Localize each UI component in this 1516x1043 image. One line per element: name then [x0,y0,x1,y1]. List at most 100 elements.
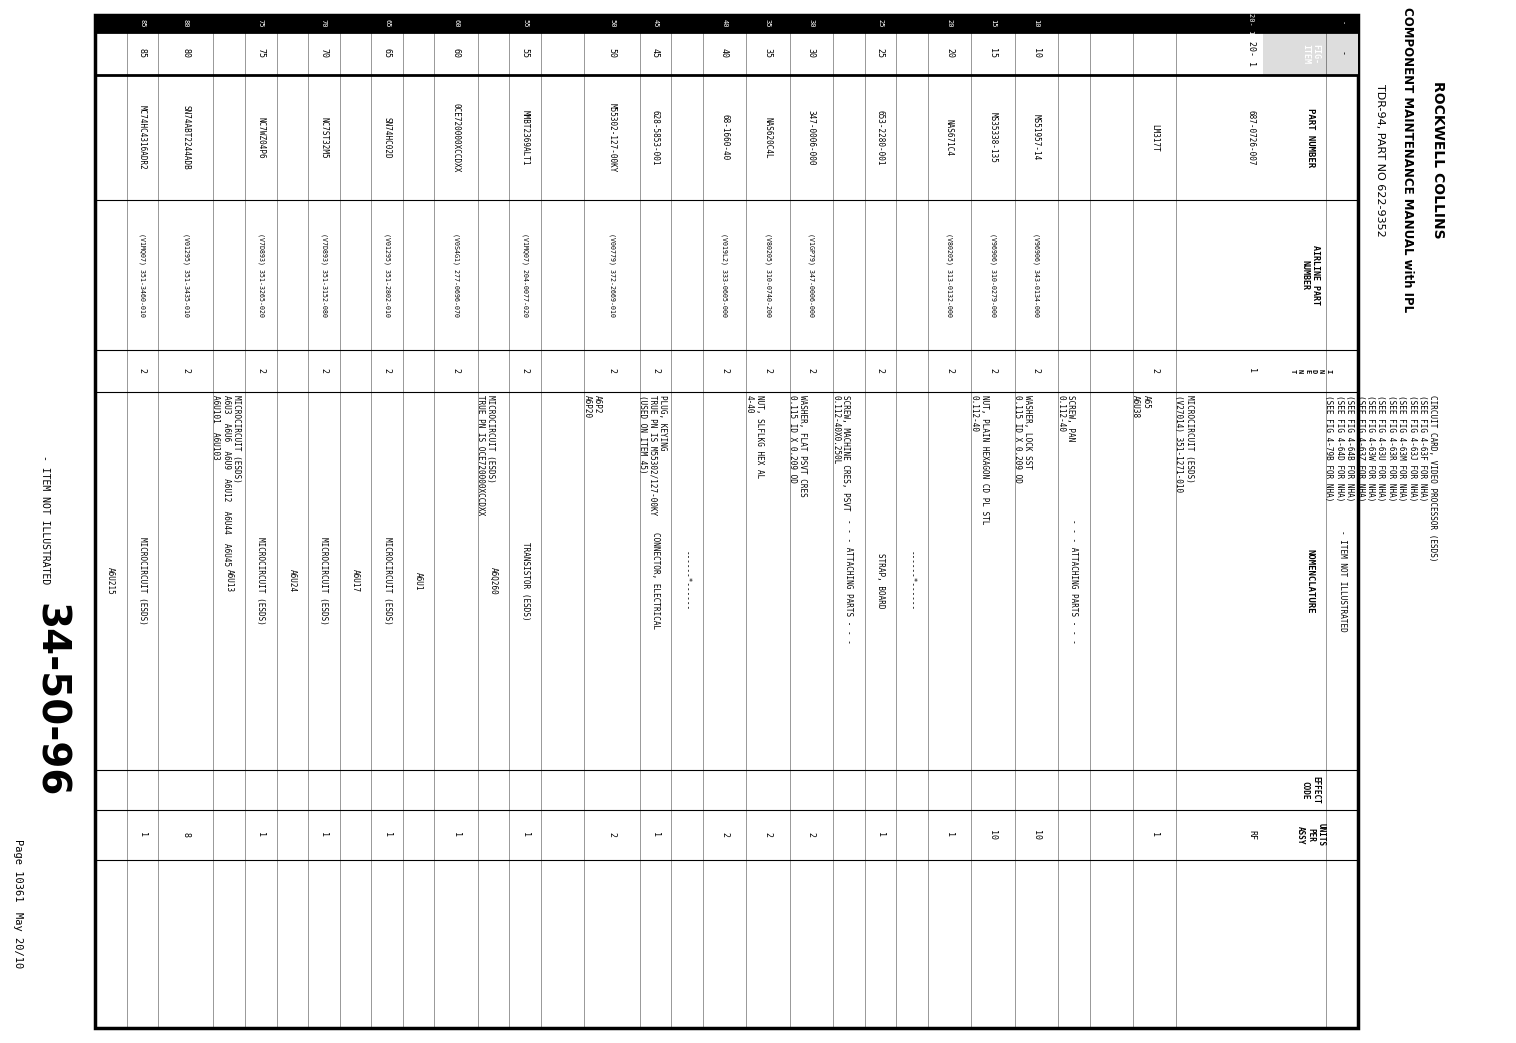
Text: 85: 85 [139,19,146,28]
Text: (V80205) 310-0740-200: (V80205) 310-0740-200 [764,233,772,317]
Text: 1: 1 [256,832,265,838]
Text: - ITEM NOT ILLUSTRATED: - ITEM NOT ILLUSTRATED [1337,530,1346,632]
Text: 2: 2 [807,368,816,373]
Text: 75: 75 [258,19,264,28]
Text: SN74ABT2244ADB: SN74ABT2244ADB [182,105,191,170]
Text: 1: 1 [944,832,954,838]
Text: ROCKWELL COLLINS: ROCKWELL COLLINS [1431,81,1445,239]
Text: 10: 10 [1032,830,1041,840]
Text: A6Q260: A6Q260 [490,567,499,595]
Text: 1: 1 [320,832,329,838]
Text: A6U24: A6U24 [288,569,297,592]
Text: 347-0006-000: 347-0006-000 [807,110,816,165]
Text: A6U17: A6U17 [352,569,359,592]
Text: 45: 45 [652,19,658,28]
Text: NC7WZ04P6: NC7WZ04P6 [256,117,265,159]
Bar [1263,32,1358,75]
Bar [96,15,1358,1028]
Text: 60: 60 [452,49,461,58]
Text: PLUG, KEYING
TRUE PN IS M55302/127-00KY
(USED ON ITEM 45): PLUG, KEYING TRUE PN IS M55302/127-00KY … [638,395,667,515]
Text: 30: 30 [808,19,814,28]
Text: MICROCIRCUIT (ESDS): MICROCIRCUIT (ESDS) [382,537,391,625]
Text: 65: 65 [384,19,390,28]
Text: 75: 75 [256,49,265,58]
Text: MICROCIRCUIT (ESDS): MICROCIRCUIT (ESDS) [320,537,329,625]
Text: (V0S4G1) 277-0696-070: (V0S4G1) 277-0696-070 [453,233,459,317]
Text: 8: 8 [182,832,191,838]
Text: MICROCIRCUIT (ESDS)
TRUE PN IS OCE720000XCCDXX: MICROCIRCUIT (ESDS) TRUE PN IS OCE720000… [476,395,496,515]
Text: 2: 2 [520,368,529,373]
Text: 35: 35 [766,19,772,28]
Text: 80: 80 [183,19,190,28]
Text: 2: 2 [452,368,461,373]
Text: AIRLINE PART
NUMBER: AIRLINE PART NUMBER [1301,245,1320,305]
Text: NC7ST32M5: NC7ST32M5 [320,117,329,159]
Text: 2: 2 [876,368,885,373]
Text: -: - [1337,51,1346,56]
Text: (V96906) 310-0279-000: (V96906) 310-0279-000 [990,233,996,317]
Text: MICROCIRCUIT (ESDS)
A6U3  A6U6  A6U9  A6U12  A6U44  A6U45
A6U101  A6U103: MICROCIRCUIT (ESDS) A6U3 A6U6 A6U9 A6U12… [211,395,241,566]
Text: May 20/10: May 20/10 [14,912,23,968]
Text: 20- 1: 20- 1 [1248,41,1255,66]
Text: 1: 1 [876,832,885,838]
Text: 2: 2 [764,368,773,373]
Text: 35: 35 [764,49,773,58]
Text: - - - ATTACHING PARTS - - -: - - - ATTACHING PARTS - - - [1069,518,1078,644]
Text: 2: 2 [608,368,617,373]
Text: NAS620C4L: NAS620C4L [764,117,773,159]
Text: 1: 1 [1151,832,1160,838]
Text: 65: 65 [382,49,391,58]
Text: (V96906) 343-0134-000: (V96906) 343-0134-000 [1032,233,1040,317]
Text: MMBT2369ALT1: MMBT2369ALT1 [520,110,529,165]
Text: 55: 55 [520,49,529,58]
Text: A6U215: A6U215 [106,567,115,595]
Text: A6U13: A6U13 [224,569,233,592]
Text: SN74HC02D: SN74HC02D [382,117,391,159]
Text: ------*------: ------*------ [908,551,917,611]
Text: MICROCIRCUIT (ESDS)
(V27014) 351-1271-010: MICROCIRCUIT (ESDS) (V27014) 351-1271-01… [1175,395,1193,492]
Text: (V7D893) 351-3265-020: (V7D893) 351-3265-020 [258,233,264,317]
Text: ------*------: ------*------ [682,551,691,611]
Text: 50: 50 [609,19,615,28]
Text: WASHER, LOCK SST
0.115 ID X 0.209 OD: WASHER, LOCK SST 0.115 ID X 0.209 OD [1013,395,1032,483]
Text: -: - [1339,21,1345,26]
Text: 34-50-96: 34-50-96 [30,603,70,797]
Text: RF: RF [1248,830,1255,840]
Text: 15: 15 [990,19,996,28]
Text: LM317T: LM317T [1151,124,1160,151]
Text: 1: 1 [650,832,659,838]
Text: (V00779) 372-2669-010: (V00779) 372-2669-010 [609,233,615,317]
Text: 40: 40 [720,49,729,58]
Text: 40: 40 [722,19,728,28]
Text: (V7D893) 351-3152-080: (V7D893) 351-3152-080 [321,233,327,317]
Text: 2: 2 [807,832,816,838]
Text: UNITS
PER
ASSY: UNITS PER ASSY [1296,823,1325,847]
Text: - ITEM NOT ILLUSTRATED: - ITEM NOT ILLUSTRATED [39,456,50,585]
Text: MICROCIRCUIT (ESDS): MICROCIRCUIT (ESDS) [138,537,147,625]
Text: 15: 15 [988,49,998,58]
Text: (V01295) 351-2802-010: (V01295) 351-2802-010 [384,233,390,317]
Text: M55302-127-00KY: M55302-127-00KY [608,103,617,172]
Text: CONNECTOR, ELECTRICAL: CONNECTOR, ELECTRICAL [650,532,659,630]
Text: SCREW, MACHINE CRES, PSVT
0.112-40X0.250L: SCREW, MACHINE CRES, PSVT 0.112-40X0.250… [831,395,850,511]
Text: NUT, SLFLKG HEX AL
4-40: NUT, SLFLKG HEX AL 4-40 [744,395,764,479]
Text: 2: 2 [988,368,998,373]
Text: 1: 1 [1248,368,1255,373]
Text: PART NUMBER: PART NUMBER [1305,107,1314,167]
Text: (V1MQ07) 204-0077-020: (V1MQ07) 204-0077-020 [522,233,529,317]
Text: COMPONENT MAINTENANCE MANUAL with IPL: COMPONENT MAINTENANCE MANUAL with IPL [1401,7,1414,313]
Text: 10: 10 [1032,49,1041,58]
Bar [96,15,1358,32]
Text: 50: 50 [608,49,617,58]
Text: 30: 30 [807,49,816,58]
Text: SCREW, PAN
0.112-40: SCREW, PAN 0.112-40 [1057,395,1075,441]
Text: 2: 2 [138,368,147,373]
Text: 60: 60 [453,19,459,28]
Text: NUT, PLAIN HEXAGON CD PL STL
0.112-40: NUT, PLAIN HEXAGON CD PL STL 0.112-40 [969,395,988,525]
Text: 1: 1 [382,832,391,838]
Text: FIG-
ITEM: FIG- ITEM [1301,44,1320,64]
Text: 20: 20 [944,49,954,58]
Text: WASHER, FLAT PSVT CRES
0.115 ID X 0.209 OD: WASHER, FLAT PSVT CRES 0.115 ID X 0.209 … [788,395,807,496]
Text: 10: 10 [1034,19,1040,28]
Text: 2: 2 [1151,368,1160,373]
